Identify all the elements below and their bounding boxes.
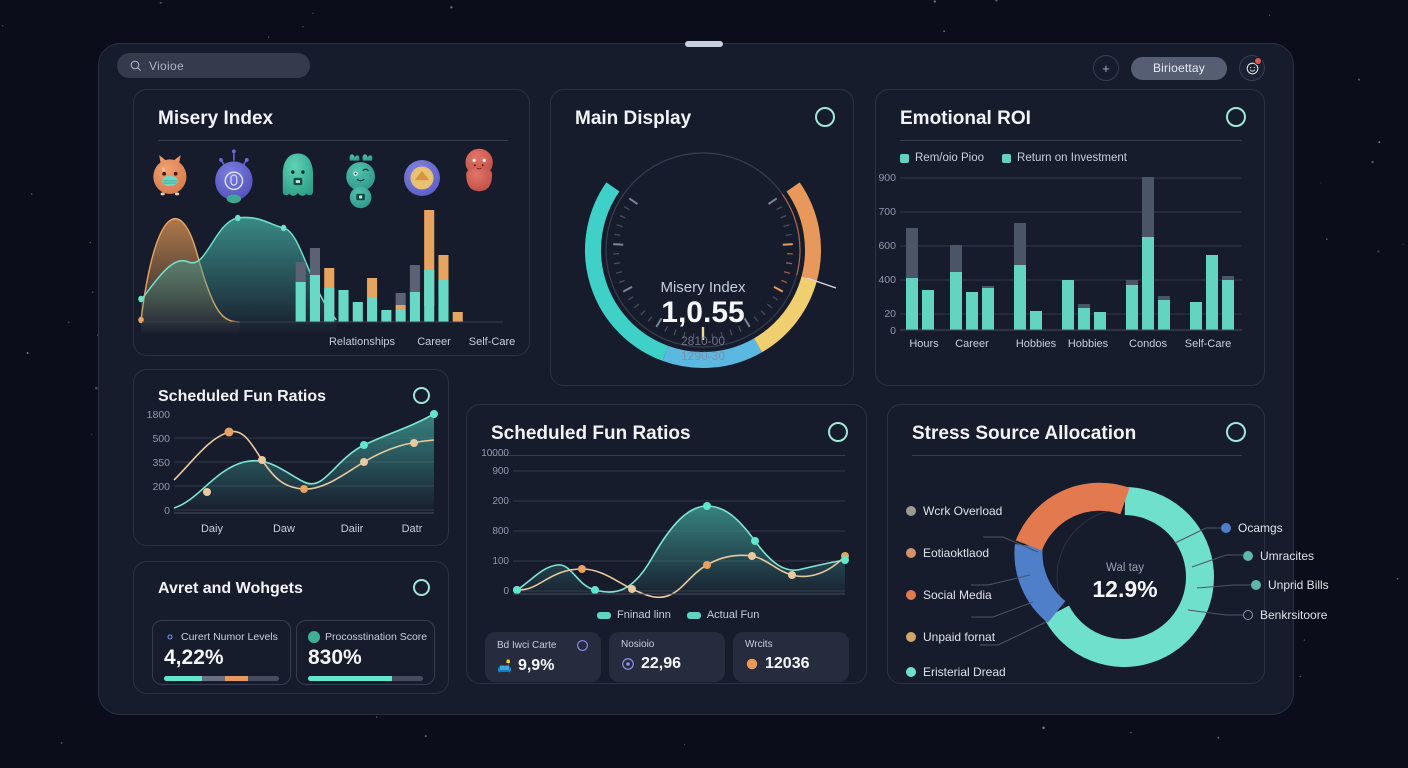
svg-text:100: 100 xyxy=(492,556,509,567)
svg-text:1290-30: 1290-30 xyxy=(681,349,725,363)
svg-text:200: 200 xyxy=(152,481,170,493)
svg-text:Career: Career xyxy=(955,338,989,350)
svg-text:200: 200 xyxy=(492,496,509,507)
svg-text:Relationships: Relationships xyxy=(329,336,396,348)
svg-text:500: 500 xyxy=(152,433,170,445)
svg-text:Daiy: Daiy xyxy=(201,523,224,535)
svg-text:Condos: Condos xyxy=(1129,338,1167,350)
svg-text:Daw: Daw xyxy=(273,523,295,535)
svg-text:400: 400 xyxy=(878,274,896,286)
svg-text:350: 350 xyxy=(152,457,170,469)
svg-text:700: 700 xyxy=(878,206,896,218)
svg-text:10000: 10000 xyxy=(481,448,509,459)
svg-text:800: 800 xyxy=(492,526,509,537)
svg-text:0: 0 xyxy=(890,325,896,337)
svg-text:20: 20 xyxy=(884,308,896,320)
svg-text:Wal tay: Wal tay xyxy=(1106,562,1144,574)
svg-text:600: 600 xyxy=(878,240,896,252)
svg-text:Self-Care: Self-Care xyxy=(469,336,515,348)
svg-text:0: 0 xyxy=(503,586,509,597)
svg-text:Daiir: Daiir xyxy=(341,523,364,535)
svg-text:2810-00: 2810-00 xyxy=(681,334,725,348)
svg-text:Career: Career xyxy=(417,336,451,348)
svg-text:Misery Index: Misery Index xyxy=(660,279,746,296)
svg-text:12.9%: 12.9% xyxy=(1092,576,1157,602)
svg-text:Hobbies: Hobbies xyxy=(1068,338,1109,350)
svg-text:1,0.55: 1,0.55 xyxy=(661,296,744,329)
svg-text:Hours: Hours xyxy=(909,338,939,350)
svg-text:Datr: Datr xyxy=(402,523,423,535)
svg-text:1800: 1800 xyxy=(147,409,171,421)
svg-text:900: 900 xyxy=(492,466,509,477)
svg-text:Hobbies: Hobbies xyxy=(1016,338,1057,350)
svg-text:Self-Care: Self-Care xyxy=(1185,338,1231,350)
svg-text:900: 900 xyxy=(878,172,896,184)
svg-text:0: 0 xyxy=(164,505,170,517)
